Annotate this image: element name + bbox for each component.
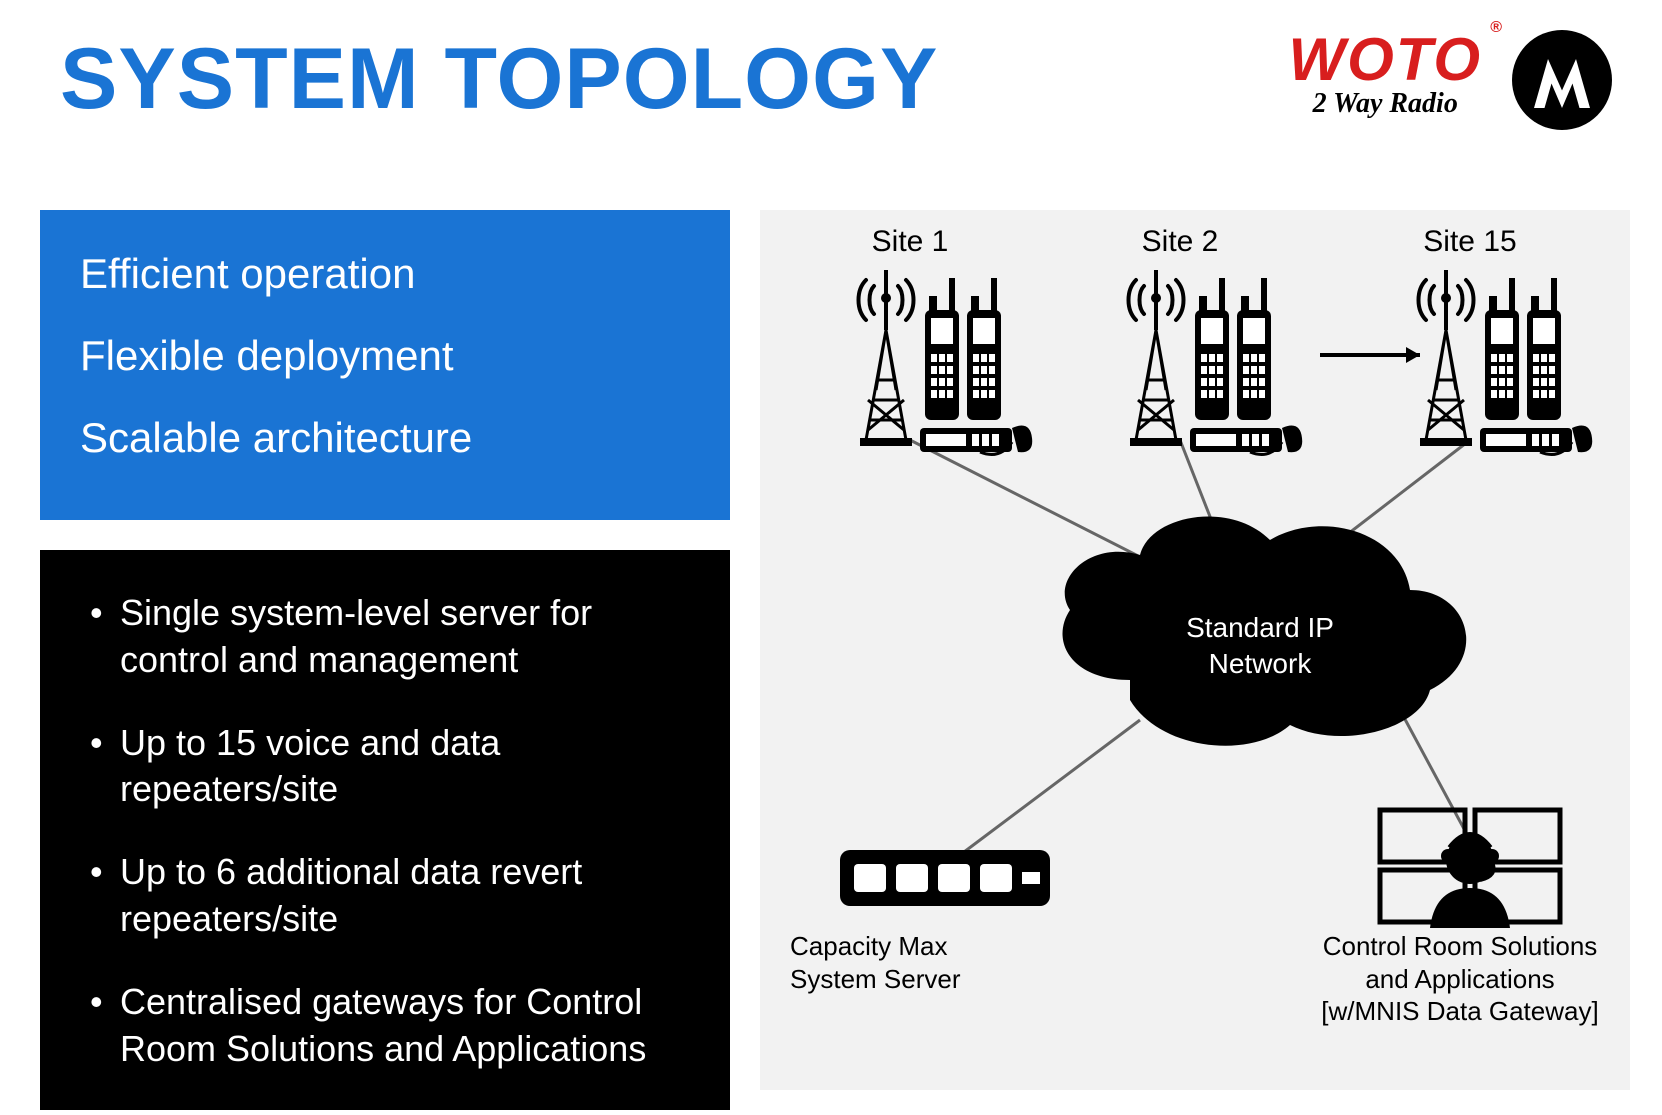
woto-subtitle: 2 Way Radio bbox=[1313, 90, 1458, 118]
detail-bullet: Centralised gateways for Control Room So… bbox=[90, 979, 680, 1073]
highlight-line: Flexible deployment bbox=[80, 332, 690, 380]
detail-bullet: Single system-level server for control a… bbox=[90, 590, 680, 684]
cloud-label-line1: Standard IP bbox=[1186, 612, 1334, 643]
site-label-1: Site 1 bbox=[840, 225, 980, 259]
control-label-line2: and Applications bbox=[1365, 964, 1554, 994]
woto-registered: ® bbox=[1490, 20, 1504, 36]
detail-bullet: Up to 6 additional data revert repeaters… bbox=[90, 849, 680, 943]
site-label-2: Site 2 bbox=[1110, 225, 1250, 259]
server-label-line1: Capacity Max bbox=[790, 931, 948, 961]
highlight-line: Efficient operation bbox=[80, 250, 690, 298]
topology-diagram: Site 1 Site 2 Site 15 Standard IP Networ… bbox=[760, 210, 1630, 1090]
control-label-line1: Control Room Solutions bbox=[1323, 931, 1598, 961]
control-room-label: Control Room Solutions and Applications … bbox=[1300, 930, 1620, 1028]
detail-bullet: Up to 15 voice and data repeaters/site bbox=[90, 720, 680, 814]
control-label-line3: [w/MNIS Data Gateway] bbox=[1321, 996, 1598, 1026]
server-label-line2: System Server bbox=[790, 964, 961, 994]
highlight-line: Scalable architecture bbox=[80, 414, 690, 462]
cloud-label-line2: Network bbox=[1209, 648, 1312, 679]
woto-logo: WOTO ® 2 Way Radio bbox=[1288, 30, 1482, 118]
server-label: Capacity Max System Server bbox=[790, 930, 1050, 995]
logo-area: WOTO ® 2 Way Radio bbox=[1288, 30, 1612, 130]
details-box: Single system-level server for control a… bbox=[40, 550, 730, 1110]
woto-text: WOTO bbox=[1288, 26, 1482, 93]
page-title: SYSTEM TOPOLOGY bbox=[60, 30, 938, 129]
cloud-label: Standard IP Network bbox=[1130, 610, 1390, 683]
motorola-logo-icon bbox=[1512, 30, 1612, 130]
site-label-15: Site 15 bbox=[1400, 225, 1540, 259]
highlights-box: Efficient operation Flexible deployment … bbox=[40, 210, 730, 520]
